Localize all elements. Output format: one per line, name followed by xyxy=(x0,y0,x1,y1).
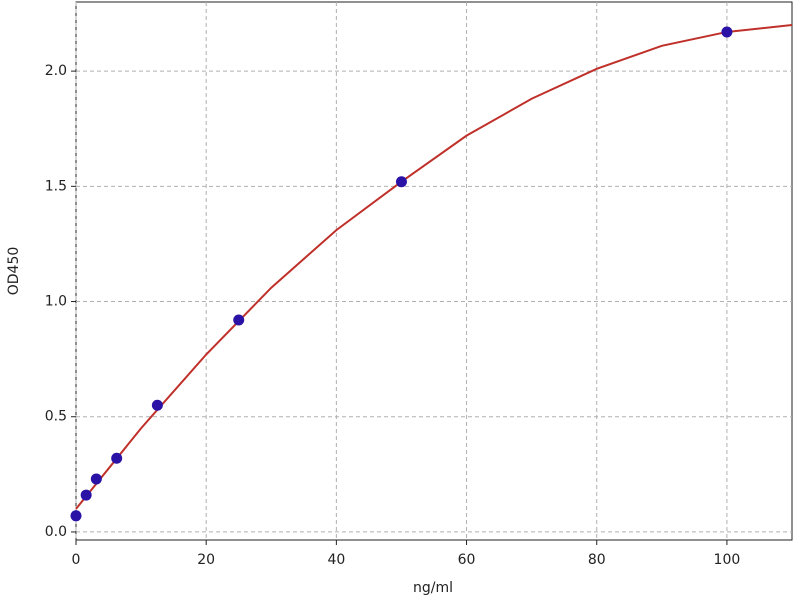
data-point xyxy=(70,510,82,522)
x-axis-label: ng/ml xyxy=(413,580,453,596)
data-point xyxy=(233,314,245,326)
data-point xyxy=(721,26,733,38)
x-tick-label: 100 xyxy=(714,552,741,568)
data-point xyxy=(80,489,92,501)
data-point xyxy=(151,399,163,411)
data-point xyxy=(111,452,123,464)
y-tick-label: 2.0 xyxy=(45,63,67,79)
fit-curve xyxy=(75,24,793,510)
data-point xyxy=(90,473,102,485)
y-tick-label: 1.0 xyxy=(45,294,67,310)
x-tick-label: 0 xyxy=(72,552,81,568)
x-tick-label: 80 xyxy=(588,552,606,568)
x-tick-label: 60 xyxy=(458,552,476,568)
data-point xyxy=(395,176,407,188)
y-axis-label: OD450 xyxy=(6,247,22,296)
y-tick-label: 0.5 xyxy=(45,409,67,425)
plot-frame xyxy=(75,1,793,541)
x-tick-label: 20 xyxy=(197,552,215,568)
y-tick-label: 0.0 xyxy=(45,524,67,540)
x-tick-label: 40 xyxy=(327,552,345,568)
y-tick-label: 1.5 xyxy=(45,178,67,194)
